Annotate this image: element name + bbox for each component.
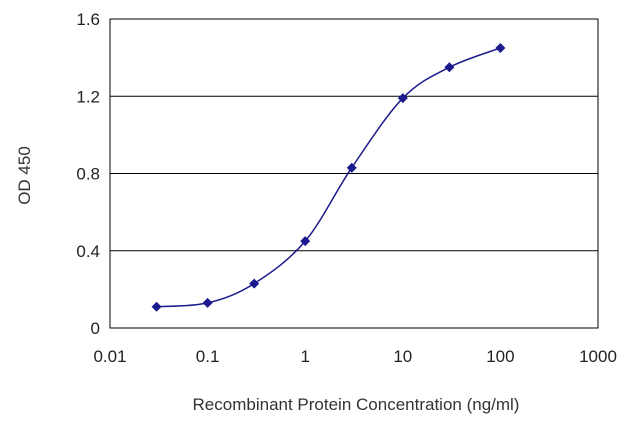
x-tick-label: 1 [300, 347, 309, 366]
data-point [249, 278, 260, 289]
series-markers [151, 42, 506, 312]
y-tick-labels: 0 0.4 0.8 1.2 1.6 [76, 10, 100, 338]
x-tick-label: 10 [393, 347, 412, 366]
y-axis-title: OD 450 [15, 146, 34, 205]
data-point [397, 93, 408, 104]
x-tick-label: 100 [486, 347, 514, 366]
y-tick-label: 0.8 [76, 165, 100, 184]
plot-area-frame [109, 18, 599, 329]
data-point [202, 297, 213, 308]
y-tick-label: 1.2 [76, 87, 100, 106]
x-tick-label: 1000 [579, 347, 617, 366]
data-point [151, 301, 162, 312]
x-tick-labels: 0.01 0.1 1 10 100 1000 [93, 347, 616, 366]
data-point [346, 162, 357, 173]
x-tick-label: 0.1 [196, 347, 220, 366]
y-tick-label: 1.6 [76, 10, 100, 29]
y-tick-label: 0 [91, 319, 100, 338]
series-line [156, 47, 501, 308]
x-axis-title: Recombinant Protein Concentration (ng/ml… [193, 395, 520, 414]
gridlines [110, 95, 598, 252]
x-tick-label: 0.01 [93, 347, 126, 366]
data-point [300, 236, 311, 247]
data-point [495, 42, 506, 53]
data-point [444, 62, 455, 73]
y-tick-label: 0.4 [76, 242, 100, 261]
